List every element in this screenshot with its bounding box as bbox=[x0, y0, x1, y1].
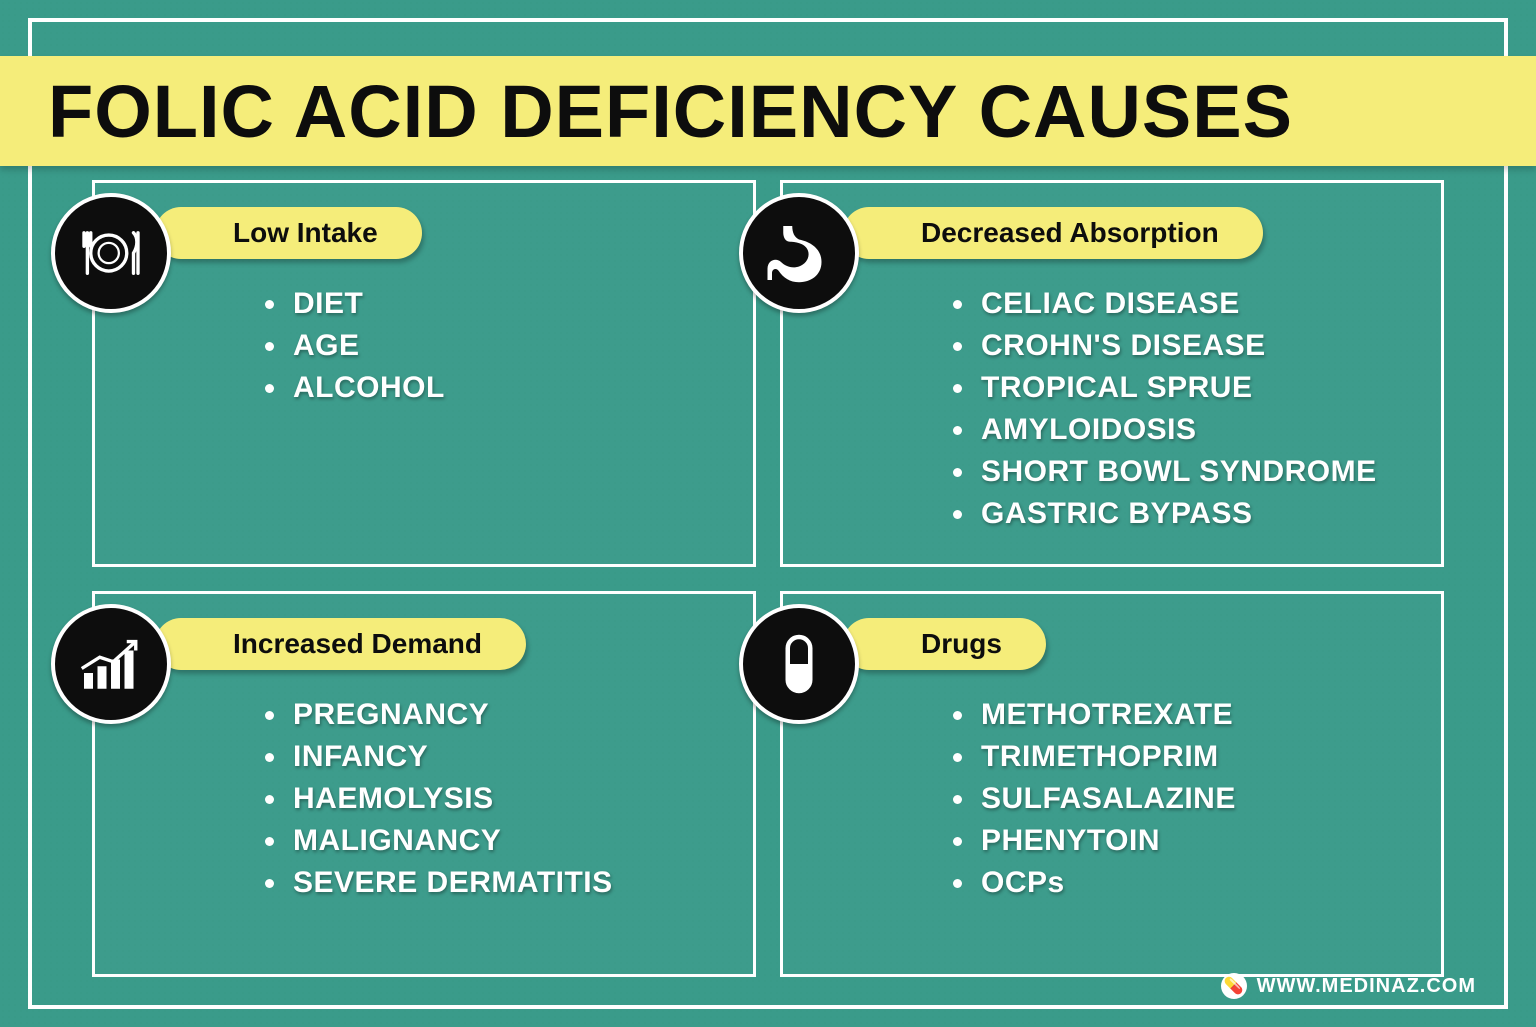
panel-low-intake: Low Intake DIET AGE ALCOHOL bbox=[92, 180, 756, 567]
capsule-icon bbox=[739, 604, 859, 724]
footer: 💊 WWW.MEDINAZ.COM bbox=[1221, 973, 1476, 999]
list-item: DIET bbox=[289, 283, 743, 325]
list-item: OCPs bbox=[977, 862, 1431, 904]
list-item: METHOTREXATE bbox=[977, 694, 1431, 736]
footer-url: WWW.MEDINAZ.COM bbox=[1257, 975, 1476, 998]
list-item: PREGNANCY bbox=[289, 694, 743, 736]
list-item: INFANCY bbox=[289, 736, 743, 778]
plate-utensils-icon bbox=[51, 193, 171, 313]
panels-grid: Low Intake DIET AGE ALCOHOL Decreased Ab… bbox=[92, 180, 1444, 977]
main-title: FOLIC ACID DEFICIENCY CAUSES bbox=[48, 69, 1293, 154]
panel-decreased-absorption: Decreased Absorption CELIAC DISEASE CROH… bbox=[780, 180, 1444, 567]
panel-label: Low Intake bbox=[155, 207, 422, 259]
panel-items: METHOTREXATE TRIMETHOPRIM SULFASALAZINE … bbox=[953, 694, 1431, 904]
stomach-icon bbox=[739, 193, 859, 313]
list-item: MALIGNANCY bbox=[289, 820, 743, 862]
title-banner: FOLIC ACID DEFICIENCY CAUSES bbox=[0, 56, 1536, 166]
footer-logo-icon: 💊 bbox=[1221, 973, 1247, 999]
list-item: SULFASALAZINE bbox=[977, 778, 1431, 820]
panel-items: PREGNANCY INFANCY HAEMOLYSIS MALIGNANCY … bbox=[265, 694, 743, 904]
growth-chart-icon bbox=[51, 604, 171, 724]
list-item: HAEMOLYSIS bbox=[289, 778, 743, 820]
list-item: CROHN'S DISEASE bbox=[977, 325, 1431, 367]
list-item: CELIAC DISEASE bbox=[977, 283, 1431, 325]
panel-increased-demand: Increased Demand PREGNANCY INFANCY HAEMO… bbox=[92, 591, 756, 978]
list-item: SHORT BOWL SYNDROME bbox=[977, 451, 1431, 493]
list-item: ALCOHOL bbox=[289, 367, 743, 409]
list-item: AGE bbox=[289, 325, 743, 367]
panel-label: Increased Demand bbox=[155, 618, 526, 670]
panel-drugs: Drugs METHOTREXATE TRIMETHOPRIM SULFASAL… bbox=[780, 591, 1444, 978]
panel-label: Decreased Absorption bbox=[843, 207, 1263, 259]
list-item: TROPICAL SPRUE bbox=[977, 367, 1431, 409]
panel-label: Drugs bbox=[843, 618, 1046, 670]
list-item: TRIMETHOPRIM bbox=[977, 736, 1431, 778]
list-item: GASTRIC BYPASS bbox=[977, 493, 1431, 535]
panel-items: DIET AGE ALCOHOL bbox=[265, 283, 743, 409]
list-item: SEVERE DERMATITIS bbox=[289, 862, 743, 904]
list-item: PHENYTOIN bbox=[977, 820, 1431, 862]
list-item: AMYLOIDOSIS bbox=[977, 409, 1431, 451]
panel-items: CELIAC DISEASE CROHN'S DISEASE TROPICAL … bbox=[953, 283, 1431, 535]
